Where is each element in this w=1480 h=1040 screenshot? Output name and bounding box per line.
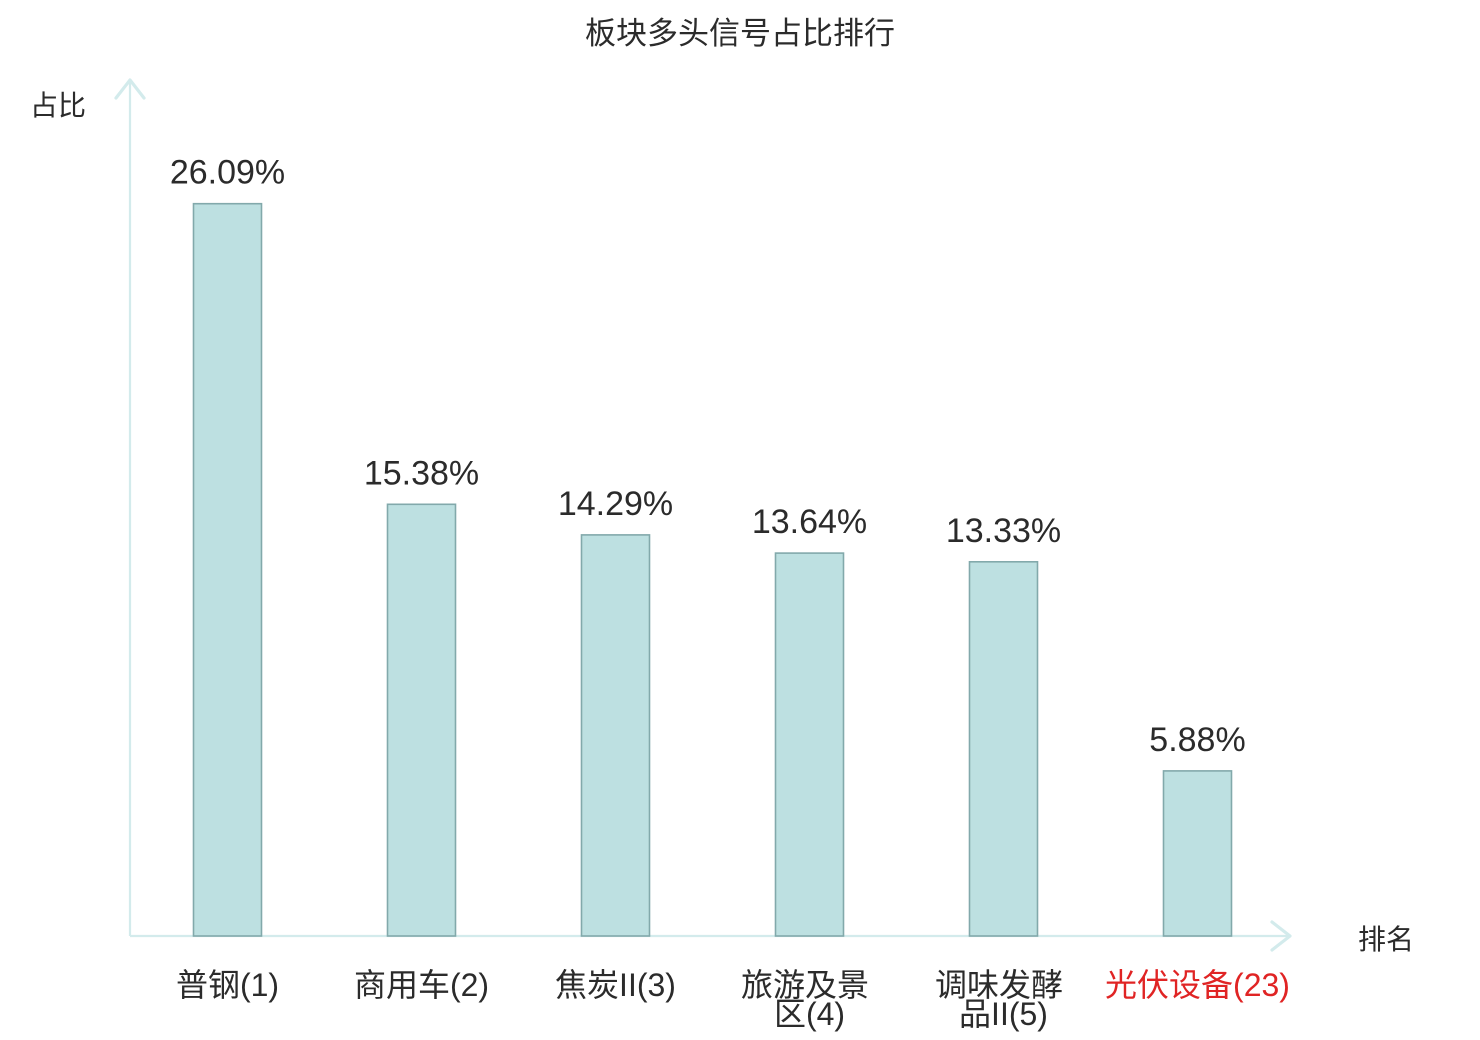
svg-text:15.38%: 15.38% — [364, 454, 479, 492]
svg-text:光伏设备(23): 光伏设备(23) — [1105, 967, 1290, 1003]
svg-text:13.64%: 13.64% — [752, 503, 867, 541]
svg-text:14.29%: 14.29% — [558, 485, 673, 523]
svg-text:排名: 排名 — [1358, 924, 1414, 955]
svg-text:旅游及景 区(4): 旅游及景 区(4) — [741, 967, 878, 1032]
svg-text:占比: 占比 — [30, 90, 86, 121]
svg-text:板块多头信号占比排行: 板块多头信号占比排行 — [585, 16, 895, 51]
svg-text:13.33%: 13.33% — [946, 512, 1061, 550]
svg-text:26.09%: 26.09% — [170, 154, 285, 192]
svg-text:5.88%: 5.88% — [1149, 721, 1245, 759]
svg-text:焦炭II(3): 焦炭II(3) — [555, 967, 676, 1003]
svg-text:商用车(2): 商用车(2) — [354, 967, 489, 1003]
svg-text:普钢(1): 普钢(1) — [176, 967, 279, 1003]
svg-text:调味发酵 品II(5): 调味发酵 品II(5) — [935, 967, 1072, 1032]
